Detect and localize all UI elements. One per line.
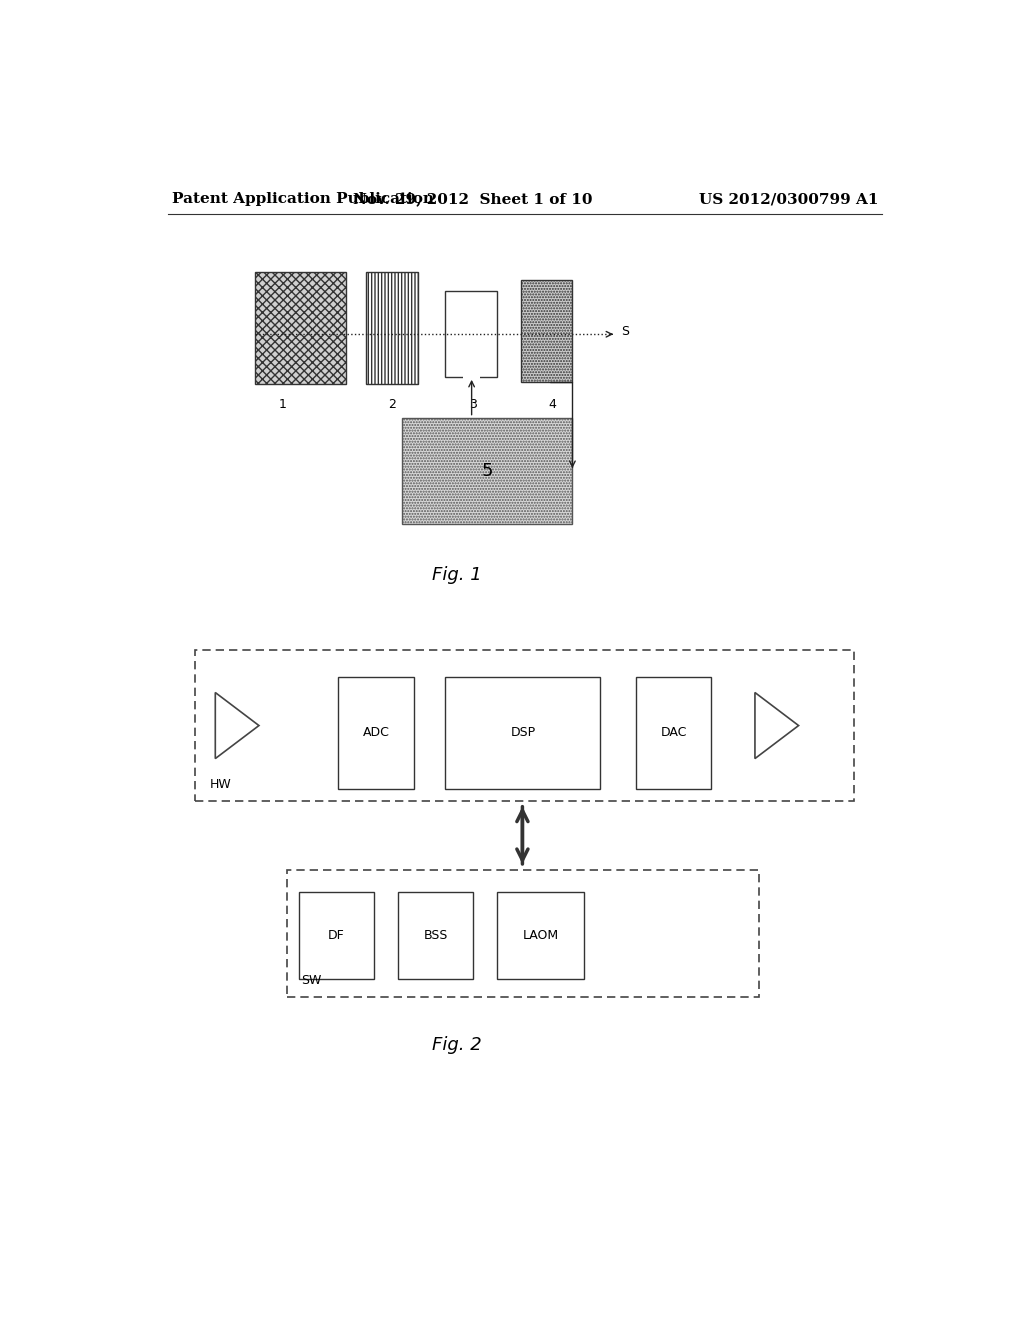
- Text: 5: 5: [481, 462, 493, 480]
- Bar: [338, 677, 414, 788]
- Bar: [445, 290, 497, 378]
- Text: 2: 2: [388, 397, 396, 411]
- Text: HW: HW: [210, 777, 231, 791]
- Text: SW: SW: [301, 974, 322, 987]
- Text: ADC: ADC: [362, 726, 389, 739]
- Text: LAOM: LAOM: [522, 929, 559, 942]
- Text: 4: 4: [549, 397, 556, 411]
- Bar: [521, 280, 572, 381]
- Text: Fig. 2: Fig. 2: [432, 1036, 482, 1053]
- Text: Nov. 29, 2012  Sheet 1 of 10: Nov. 29, 2012 Sheet 1 of 10: [353, 191, 593, 206]
- Bar: [196, 651, 854, 801]
- Bar: [497, 892, 585, 978]
- Text: DAC: DAC: [660, 726, 687, 739]
- Text: DSP: DSP: [510, 726, 536, 739]
- Text: BSS: BSS: [423, 929, 447, 942]
- Bar: [636, 677, 712, 788]
- Text: DF: DF: [328, 929, 345, 942]
- Text: 3: 3: [469, 397, 477, 411]
- Bar: [463, 360, 480, 379]
- Text: S: S: [622, 325, 630, 338]
- Bar: [287, 870, 759, 997]
- Bar: [255, 272, 346, 384]
- Bar: [445, 677, 600, 788]
- Text: Patent Application Publication: Patent Application Publication: [172, 191, 433, 206]
- Bar: [367, 272, 418, 384]
- Bar: [397, 892, 473, 978]
- Text: 1: 1: [279, 397, 287, 411]
- Text: Fig. 1: Fig. 1: [432, 566, 482, 585]
- Bar: [299, 892, 374, 978]
- Text: US 2012/0300799 A1: US 2012/0300799 A1: [699, 191, 879, 206]
- Bar: [401, 417, 572, 524]
